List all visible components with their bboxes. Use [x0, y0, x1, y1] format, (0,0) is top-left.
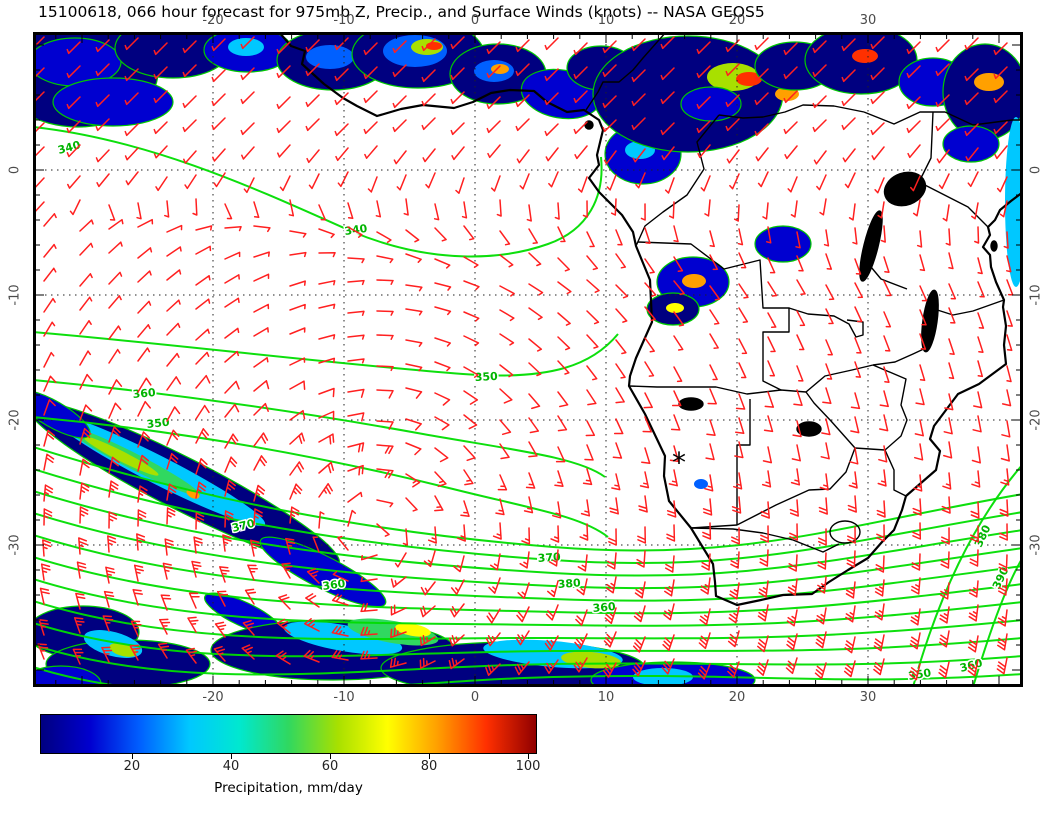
height-contour-layer: 3403403603503503703603703803803903603603… [33, 126, 1023, 687]
svg-text:340: 340 [344, 222, 369, 238]
colorbar-tick-mark [429, 754, 431, 759]
lat-tick-label-right: -10 [1028, 284, 1044, 306]
colorbar-tick-number: 100 [515, 759, 541, 774]
colorbar-tick-mark [230, 754, 232, 759]
lon-tick-label-bottom: 0 [470, 690, 480, 705]
lon-tick-label-top: 10 [597, 13, 615, 28]
lon-tick-label-bottom: 10 [597, 690, 615, 705]
colorbar-tick-mark [528, 754, 530, 759]
lon-tick-label-top: -10 [333, 13, 355, 28]
svg-text:350: 350 [474, 370, 498, 384]
map-canvas: 3403403603503503703603703803803903603603… [33, 32, 1023, 687]
lat-tick-label-right: -30 [1028, 534, 1044, 556]
lon-tick-label-bottom: 30 [859, 690, 877, 705]
lon-tick-label-top: 0 [470, 13, 480, 28]
svg-text:360: 360 [592, 600, 616, 615]
svg-text:360: 360 [132, 386, 156, 401]
colorbar-gradient [40, 714, 537, 754]
colorbar-tick-number: 80 [420, 759, 438, 774]
colorbar-tick-mark [329, 754, 331, 759]
lat-tick-label-right: 0 [1028, 165, 1044, 175]
svg-text:350: 350 [146, 416, 171, 431]
lon-tick-label-bottom: -20 [202, 690, 224, 705]
location-marker: * [672, 446, 686, 479]
coastline-borders-layer [278, 32, 1023, 607]
lat-tick-label-left: -30 [7, 534, 23, 556]
lon-tick-label-bottom: 20 [728, 690, 746, 705]
colorbar-tick-number: 60 [321, 759, 339, 774]
grid-layer [33, 32, 1023, 687]
plot-frame [33, 32, 1023, 687]
colorbar-tick-number: 40 [222, 759, 240, 774]
lat-tick-label-right: -20 [1028, 409, 1044, 431]
lat-tick-label-left: 0 [7, 165, 23, 175]
colorbar: 20 40 60 80 100 Precipitation, mm/day [40, 714, 540, 796]
svg-text:380: 380 [557, 576, 581, 591]
colorbar-tick-mark [131, 754, 133, 759]
lon-tick-label-top: 20 [728, 13, 746, 28]
lat-tick-label-left: -20 [7, 409, 23, 431]
colorbar-ticks: 20 40 60 80 100 [40, 754, 540, 778]
wind-barbs-layer [33, 36, 1014, 681]
lon-tick-label-top: 30 [859, 13, 877, 28]
figure-title: 15100618, 066 hour forecast for 975mb Z,… [38, 3, 765, 21]
lon-tick-label-top: -20 [202, 13, 224, 28]
lat-tick-label-left: -10 [7, 284, 23, 306]
colorbar-label: Precipitation, mm/day [214, 780, 363, 796]
colorbar-tick-number: 20 [123, 759, 141, 774]
lon-tick-label-bottom: -10 [333, 690, 355, 705]
svg-text:360: 360 [322, 577, 347, 593]
